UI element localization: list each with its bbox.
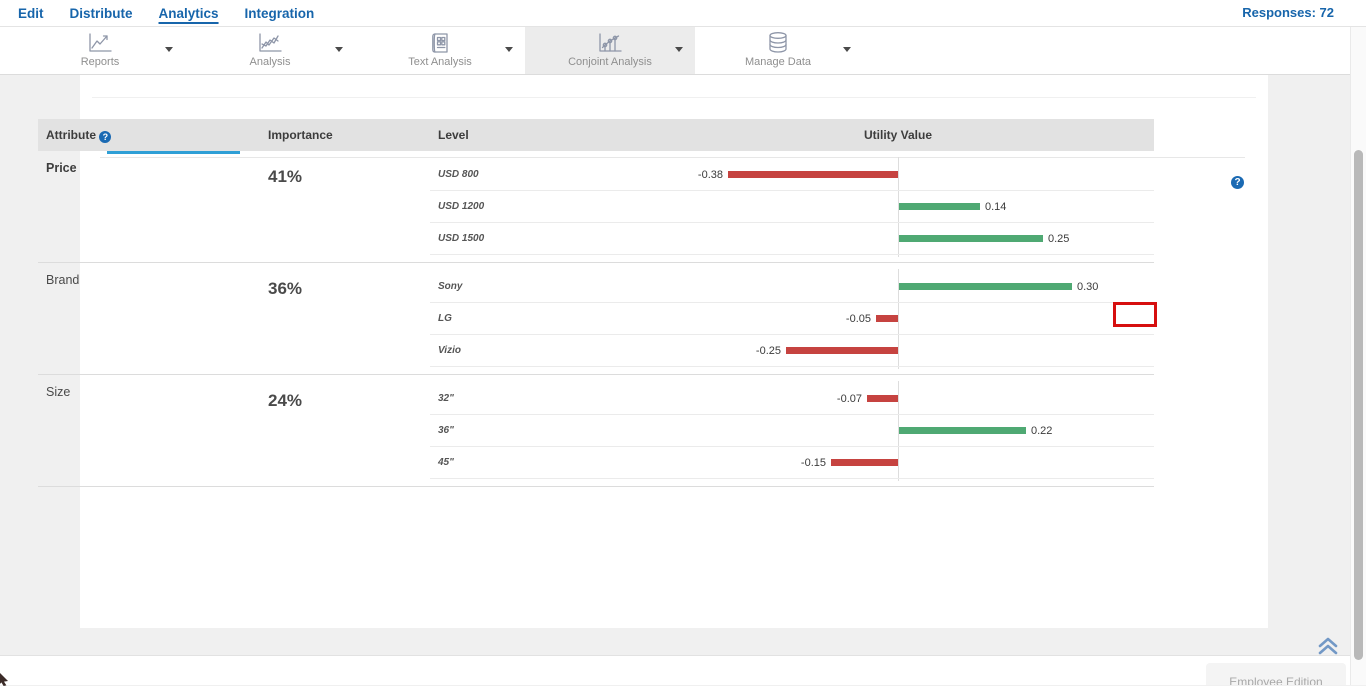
conjoint-analysis-icon <box>597 30 623 54</box>
dropdown-caret-icon[interactable] <box>165 47 173 52</box>
importance-value: 41% <box>268 167 303 186</box>
analytics-toolbar: Reports Analysis Text Analysis Conjoint Ana… <box>0 27 1366 75</box>
attribute-help-icon[interactable]: ? <box>99 131 112 143</box>
dropdown-caret-icon[interactable] <box>675 47 683 52</box>
toolbar-item-analysis[interactable]: Analysis <box>185 27 355 74</box>
level-label: 36" <box>438 425 454 436</box>
row-divider <box>430 446 1154 447</box>
attribute-group-brand: Brand 36% Sony 0.30 LG -0.05 Vizio -0.25 <box>38 263 1154 375</box>
utility-bar-negative <box>786 347 898 354</box>
utility-bar-positive <box>899 283 1072 290</box>
row-divider <box>430 222 1154 223</box>
toolbar-item-reports[interactable]: Reports <box>15 27 185 74</box>
level-label: USD 1500 <box>438 233 485 244</box>
tabs-divider <box>100 157 1245 158</box>
utility-value-label: -0.07 <box>836 393 862 405</box>
level-label: USD 800 <box>438 169 479 180</box>
nav-item-integration[interactable]: Integration <box>244 5 315 21</box>
text-analysis-icon <box>428 30 452 54</box>
attribute-name: Size <box>46 385 71 399</box>
level-label: USD 1200 <box>438 201 485 212</box>
dropdown-caret-icon[interactable] <box>843 47 851 52</box>
toolbar-item-label: Analysis <box>249 56 291 68</box>
double-chevron-up-icon <box>1318 637 1338 655</box>
level-label: 32" <box>438 393 454 404</box>
row-divider <box>430 366 1154 367</box>
chart-axis-line <box>898 157 899 257</box>
top-nav-bar: Edit Distribute Analytics Integration Respo… <box>0 0 1366 27</box>
help-icon[interactable]: ? <box>1231 176 1244 189</box>
chart-axis-line <box>898 269 899 369</box>
utility-value-label: 0.14 <box>985 201 1007 213</box>
importance-column-header: Importance <box>268 128 333 142</box>
attribute-name: Brand <box>46 273 80 287</box>
attribute-header-label: Attribute <box>46 128 96 142</box>
dropdown-caret-icon[interactable] <box>335 47 343 52</box>
row-divider <box>430 414 1154 415</box>
dropdown-caret-icon[interactable] <box>505 47 513 52</box>
row-divider <box>430 254 1154 255</box>
utility-value-column-header: Utility Value <box>863 128 933 142</box>
row-divider <box>430 190 1154 191</box>
card-divider <box>92 97 1256 98</box>
toolbar-item-label: Manage Data <box>744 56 812 68</box>
utility-value-label: 0.25 <box>1048 233 1070 245</box>
importance-value: 24% <box>268 391 303 410</box>
analysis-chart-icon <box>257 30 283 54</box>
toolbar-item-label: Reports <box>80 56 120 68</box>
utility-value-label: 0.22 <box>1031 425 1053 437</box>
level-column-header: Level <box>438 128 469 142</box>
scroll-to-top-button[interactable] <box>1316 637 1340 655</box>
chart-axis-line <box>898 381 899 481</box>
utility-bar-negative <box>831 459 898 466</box>
primary-nav-items: Edit Distribute Analytics Integration <box>18 0 314 26</box>
attribute-name: Price <box>46 161 77 175</box>
utility-bar-negative <box>876 315 898 322</box>
edition-badge[interactable]: Employee Edition <box>1206 663 1346 685</box>
toolbar-item-text-analysis[interactable]: Text Analysis <box>355 27 525 74</box>
footer-bar: Employee Edition <box>0 655 1366 685</box>
utility-value-label: -0.15 <box>800 457 826 469</box>
target-highlight-box <box>1113 302 1157 327</box>
utility-bar-negative <box>867 395 898 402</box>
utility-bar-positive <box>899 203 980 210</box>
toolbar-item-label: Conjoint Analysis <box>568 56 652 68</box>
level-label: 45" <box>438 457 454 468</box>
toolbar-item-conjoint-analysis[interactable]: Conjoint Analysis <box>525 27 695 74</box>
database-icon <box>765 30 791 54</box>
nav-item-analytics[interactable]: Analytics <box>158 5 219 21</box>
utility-value-label: -0.25 <box>755 345 781 357</box>
responses-count[interactable]: Responses: 72 <box>1242 5 1334 20</box>
row-divider <box>430 302 1154 303</box>
scrollbar-track[interactable] <box>1350 27 1366 685</box>
mouse-cursor <box>0 673 8 686</box>
attribute-group-price: Price 41% USD 800 -0.38 USD 1200 0.14 USD 1500… <box>38 151 1154 263</box>
row-divider <box>430 478 1154 479</box>
row-divider <box>430 334 1154 335</box>
attribute-group-size: Size 24% 32" -0.07 36" 0.22 45" -0.15 <box>38 375 1154 487</box>
utility-bar-positive <box>899 235 1043 242</box>
nav-item-distribute[interactable]: Distribute <box>69 5 133 21</box>
level-label: LG <box>438 313 452 324</box>
nav-item-edit[interactable]: Edit <box>18 5 44 21</box>
scrollbar-thumb[interactable] <box>1354 150 1363 660</box>
level-label: Sony <box>438 281 463 292</box>
utility-bar-negative <box>728 171 898 178</box>
level-label: Vizio <box>438 345 461 356</box>
importance-value: 36% <box>268 279 303 298</box>
table-header-row: Attribute ? Importance Level Utility Val… <box>38 119 1154 151</box>
attribute-column-header: Attribute ? <box>46 119 112 151</box>
toolbar-item-label: Text Analysis <box>408 56 472 68</box>
utility-bar-positive <box>899 427 1026 434</box>
reports-line-chart-icon <box>87 30 113 54</box>
utility-value-label: -0.05 <box>845 313 871 325</box>
utility-value-label: -0.38 <box>697 169 723 181</box>
utility-value-label: 0.30 <box>1077 281 1099 293</box>
toolbar-item-manage-data[interactable]: Manage Data <box>693 27 863 74</box>
